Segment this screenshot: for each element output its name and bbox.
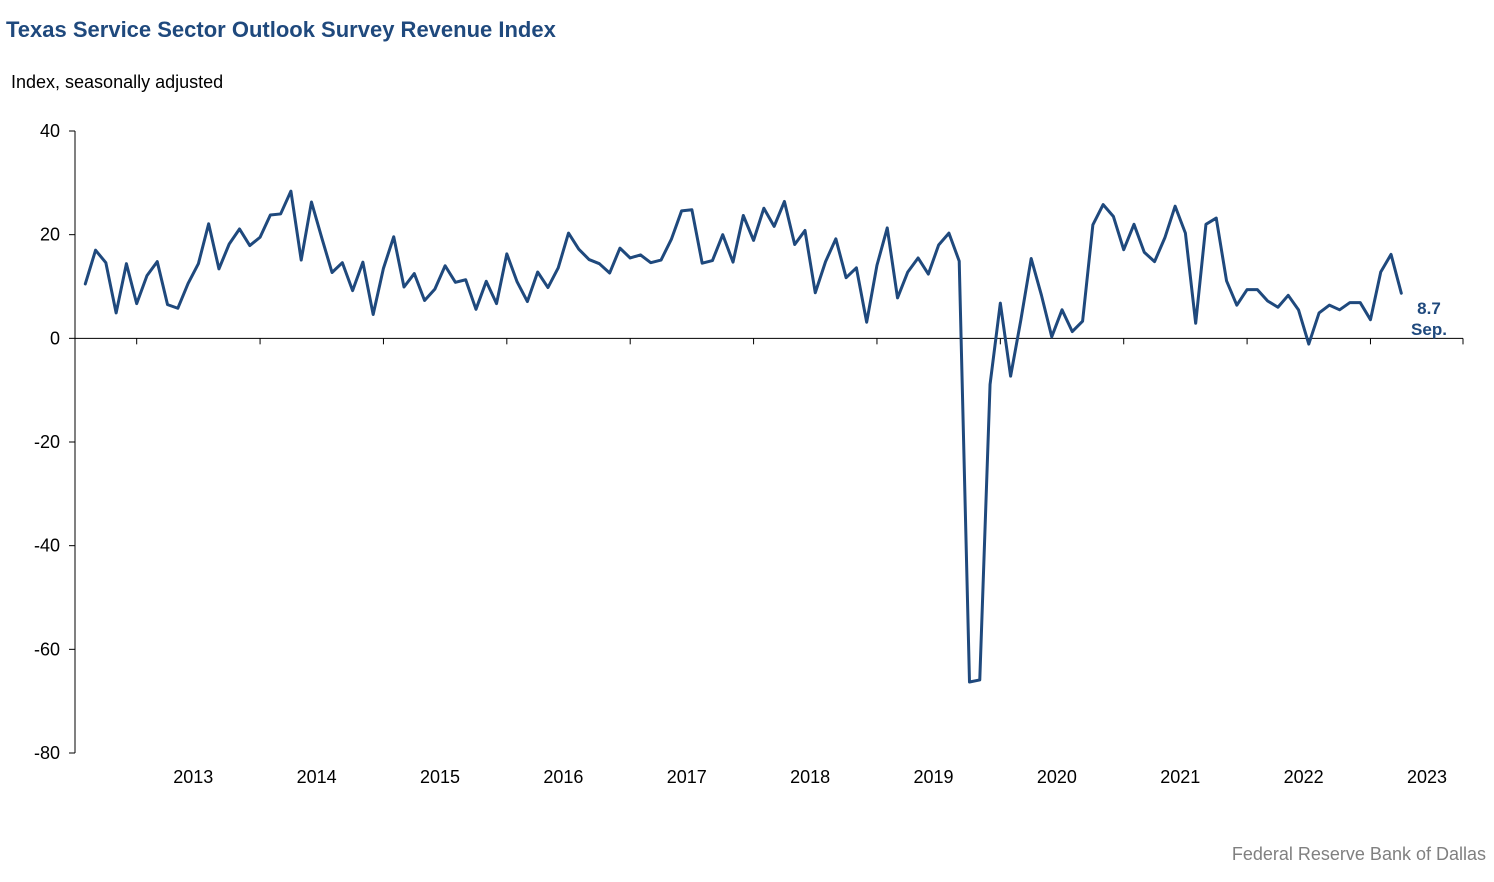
- x-tick-label: 2021: [1160, 767, 1200, 787]
- series-line-revenue-index: [83, 189, 1403, 684]
- y-tick-label: -20: [34, 432, 60, 452]
- x-tick-label: 2015: [420, 767, 460, 787]
- y-tick-labels: 40 20 0 -20 -40 -60 -80: [34, 121, 60, 763]
- y-tick-label: 20: [40, 225, 60, 245]
- x-tick-label: 2018: [790, 767, 830, 787]
- y-tick-label: -60: [34, 639, 60, 659]
- source-credit: Federal Reserve Bank of Dallas: [1231, 844, 1486, 864]
- x-tick-label: 2013: [173, 767, 213, 787]
- x-tick-label: 2019: [913, 767, 953, 787]
- x-tick-labels: 2013 2014 2015 2016 2017 2018 2019 2020 2021 2022…: [173, 767, 1447, 787]
- y-tick-label: -80: [34, 743, 60, 763]
- x-tick-label: 2016: [543, 767, 583, 787]
- chart-axes: [69, 130, 1464, 754]
- y-axis-label: Index, seasonally adjusted: [11, 72, 224, 92]
- x-tick-label: 2020: [1037, 767, 1077, 787]
- series-layer: [83, 189, 1403, 684]
- last-month-label: Sep.: [1411, 320, 1447, 339]
- y-tick-label: 40: [40, 121, 60, 141]
- y-tick-label: 0: [50, 328, 60, 348]
- chart-title: Texas Service Sector Outlook Survey Reve…: [6, 17, 556, 42]
- x-tick-label: 2017: [667, 767, 707, 787]
- x-tick-label: 2023: [1407, 767, 1447, 787]
- annotations: 8.7 Sep.: [1411, 299, 1447, 339]
- x-tick-label: 2014: [297, 767, 337, 787]
- x-tick-label: 2022: [1284, 767, 1324, 787]
- y-tick-label: -40: [34, 536, 60, 556]
- last-value-label: 8.7: [1417, 299, 1441, 318]
